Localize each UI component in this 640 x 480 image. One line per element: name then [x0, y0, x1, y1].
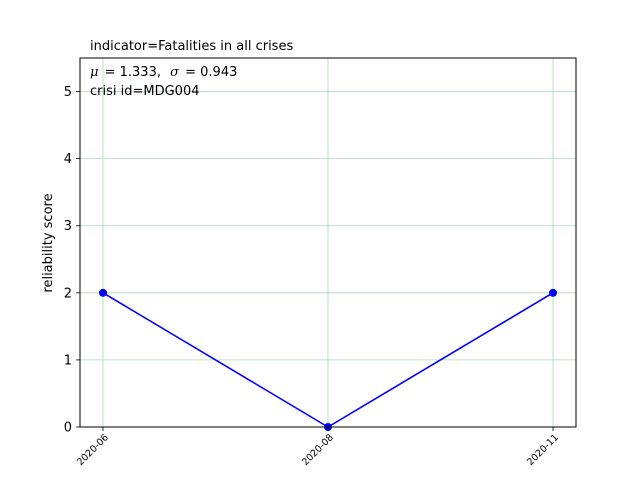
sigma-symbol: σ: [170, 65, 180, 80]
data-point: [549, 288, 557, 297]
data-point: [99, 288, 107, 297]
y-tick-label: 1: [64, 353, 72, 368]
mu-value: = 1.333,: [105, 65, 161, 80]
sigma-value: = 0.943: [185, 65, 237, 80]
y-axis: 0 1 2 3 4 5: [64, 85, 80, 436]
y-axis-label: reliability score: [41, 193, 56, 292]
chart-title: indicator=Fatalities in all crises: [90, 39, 293, 54]
mu-symbol: μ: [90, 65, 98, 80]
y-tick-label: 2: [64, 286, 72, 301]
stats-annotation: μ = 1.333, σ = 0.943: [90, 65, 237, 80]
y-tick-label: 0: [64, 421, 72, 436]
y-tick-label: 3: [64, 219, 72, 234]
crisis-annotation: crisi id=MDG004: [90, 84, 200, 99]
y-tick-label: 5: [64, 85, 72, 100]
y-tick-label: 4: [64, 152, 72, 167]
